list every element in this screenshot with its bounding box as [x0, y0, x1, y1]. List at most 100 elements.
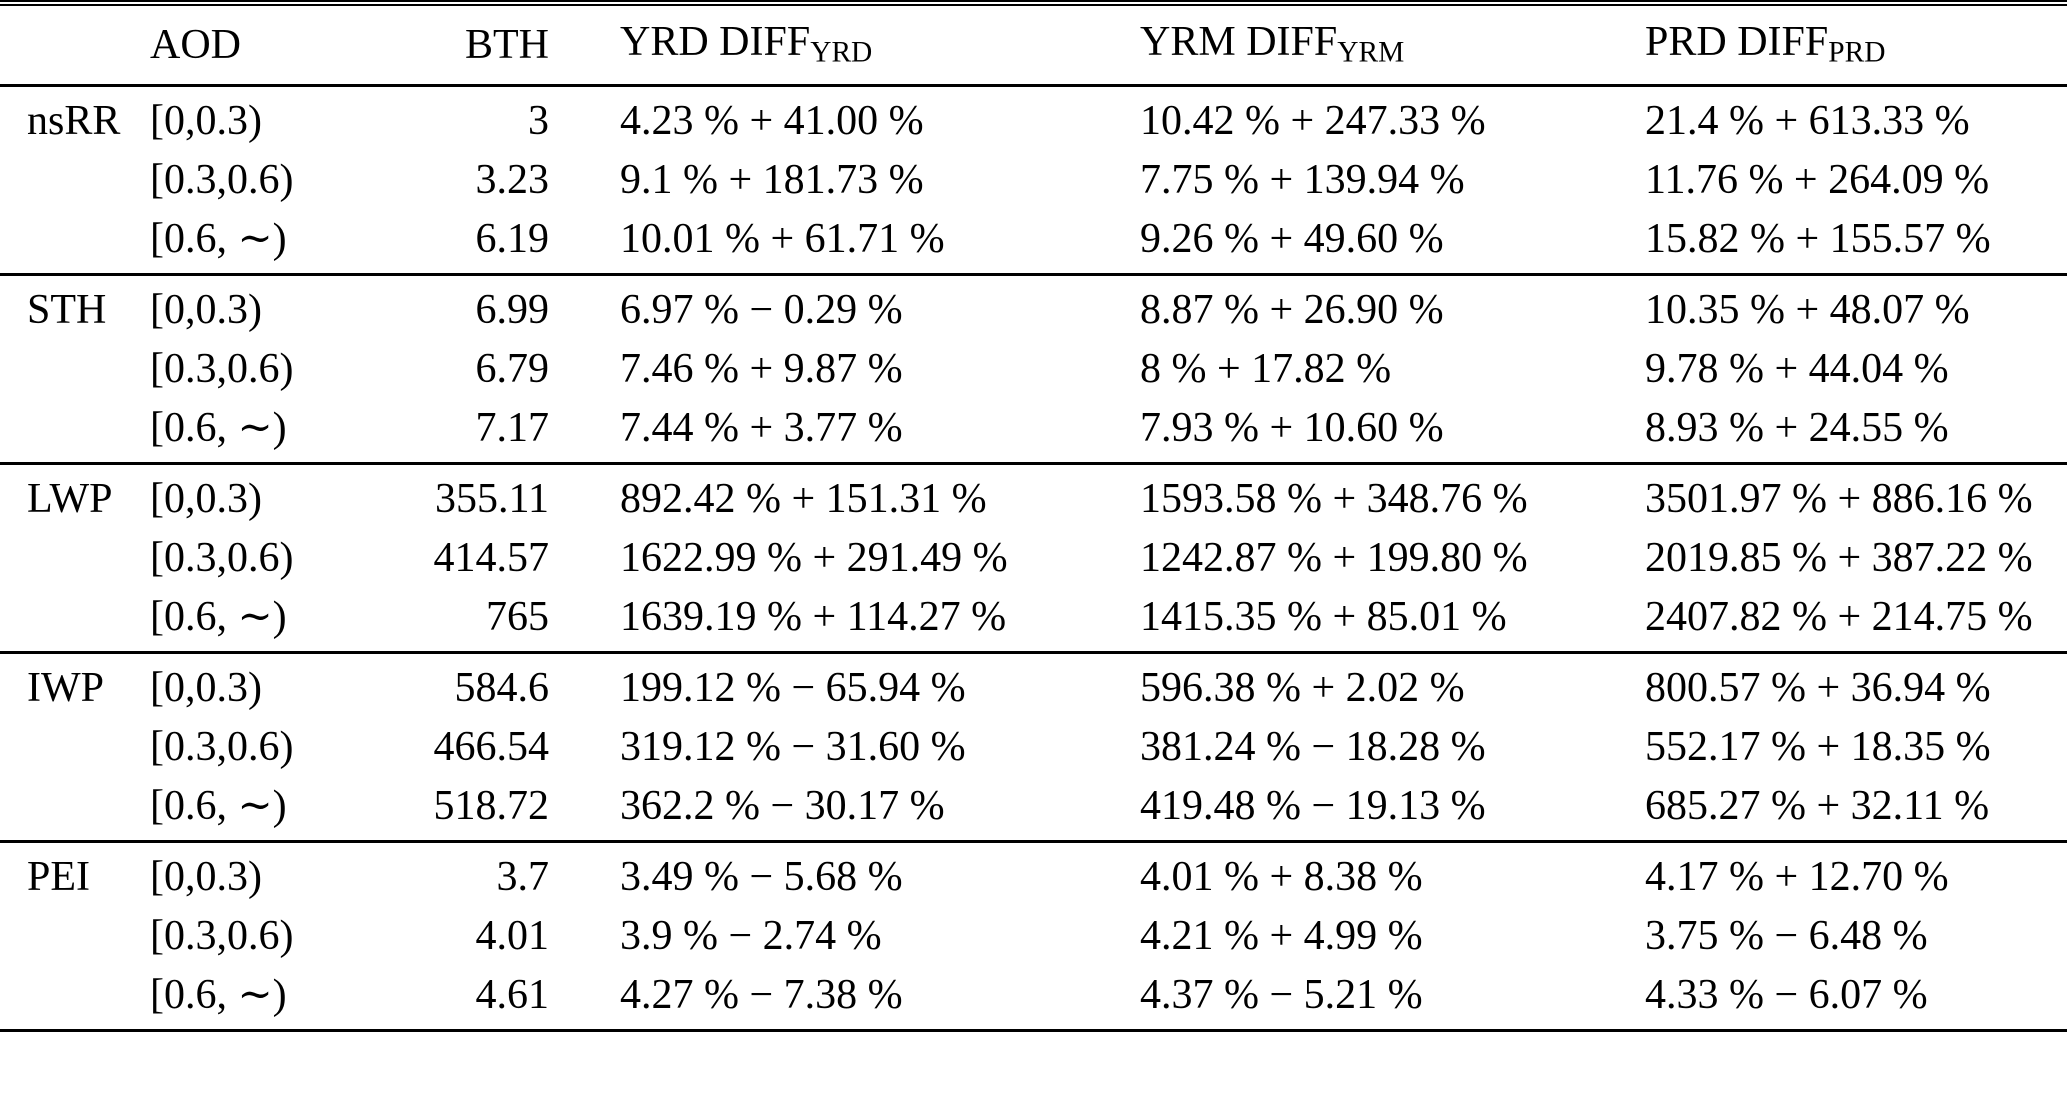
cell-prd: 3.75 % − 6.48 % [1645, 912, 1928, 959]
cell-prd: 21.4 % + 613.33 % [1645, 98, 1970, 145]
cell-bth: 3.7 [496, 854, 550, 901]
cell-group-label [0, 715, 150, 778]
table-row: [0.3,0.6) 6.79 7.46 % + 9.87 % 8 % + 17.… [0, 337, 2067, 400]
cell-aod: [0.3,0.6) [150, 912, 294, 959]
table-row: IWP [0,0.3) 584.6 199.12 % − 65.94 % 596… [0, 652, 2067, 715]
cell-yrm: 8.87 % + 26.90 % [1140, 287, 1444, 334]
results-table: AOD BTH YRD DIFFYRD YRM DIFFYRM PRD DIFF… [0, 6, 2067, 1032]
cell-group-label [0, 148, 150, 211]
cell-aod: [0.6, ∼) [150, 971, 287, 1018]
col-header-prd-subscript: PRD [1828, 36, 1886, 69]
table-header: AOD BTH YRD DIFFYRD YRM DIFFYRM PRD DIFF… [0, 6, 2067, 85]
col-header-yrd: YRD DIFFYRD [555, 6, 1135, 85]
cell-yrd: 3.9 % − 2.74 % [620, 912, 882, 959]
table-row: [0.6, ∼) 6.19 10.01 % + 61.71 % 9.26 % +… [0, 211, 2067, 274]
cell-yrm: 8 % + 17.82 % [1140, 345, 1392, 392]
cell-bth: 6.99 [475, 287, 550, 334]
cell-aod: [0.6, ∼) [150, 215, 287, 262]
cell-yrd: 10.01 % + 61.71 % [620, 215, 945, 262]
cell-prd: 552.17 % + 18.35 % [1645, 723, 1991, 770]
cell-group-label [0, 967, 150, 1030]
cell-aod: [0.6, ∼) [150, 404, 287, 451]
top-rule [0, 0, 2067, 6]
table-row: nsRR [0,0.3) 3 4.23 % + 41.00 % 10.42 % … [0, 85, 2067, 148]
cell-bth: 4.61 [475, 971, 550, 1018]
col-header-bth: BTH [465, 21, 549, 68]
cell-aod: [0,0.3) [150, 98, 262, 145]
col-header-yrm-main: YRM DIFF [1140, 19, 1338, 66]
group-nsrr: nsRR [0,0.3) 3 4.23 % + 41.00 % 10.42 % … [0, 85, 2067, 274]
cell-yrm: 7.75 % + 139.94 % [1140, 156, 1465, 203]
cell-prd: 2407.82 % + 214.75 % [1645, 593, 2033, 640]
cell-yrd: 1639.19 % + 114.27 % [620, 593, 1007, 640]
cell-yrm: 419.48 % − 19.13 % [1140, 782, 1486, 829]
cell-yrd: 3.49 % − 5.68 % [620, 854, 903, 901]
group-pei: PEI [0,0.3) 3.7 3.49 % − 5.68 % 4.01 % +… [0, 841, 2067, 1030]
cell-prd: 2019.85 % + 387.22 % [1645, 534, 2033, 581]
cell-prd: 11.76 % + 264.09 % [1645, 156, 1990, 203]
col-header-yrd-subscript: YRD [810, 36, 873, 69]
cell-group-label [0, 778, 150, 841]
header-row: AOD BTH YRD DIFFYRD YRM DIFFYRM PRD DIFF… [0, 6, 2067, 85]
cell-prd: 3501.97 % + 886.16 % [1645, 476, 2033, 523]
cell-bth: 4.01 [475, 912, 550, 959]
cell-yrm: 4.21 % + 4.99 % [1140, 912, 1423, 959]
col-header-aod: AOD [150, 21, 241, 68]
cell-aod: [0.3,0.6) [150, 345, 294, 392]
cell-bth: 7.17 [475, 404, 550, 451]
table-row: [0.6, ∼) 518.72 362.2 % − 30.17 % 419.48… [0, 778, 2067, 841]
cell-prd: 10.35 % + 48.07 % [1645, 287, 1970, 334]
cell-yrm: 4.37 % − 5.21 % [1140, 971, 1423, 1018]
cell-bth: 466.54 [433, 723, 550, 770]
table-row: [0.3,0.6) 466.54 319.12 % − 31.60 % 381.… [0, 715, 2067, 778]
cell-prd: 4.17 % + 12.70 % [1645, 854, 1949, 901]
cell-yrd: 9.1 % + 181.73 % [620, 156, 924, 203]
cell-group-label: IWP [27, 665, 104, 712]
cell-bth: 3.23 [475, 156, 550, 203]
cell-yrd: 4.27 % − 7.38 % [620, 971, 903, 1018]
cell-yrd: 6.97 % − 0.29 % [620, 287, 903, 334]
cell-prd: 4.33 % − 6.07 % [1645, 971, 1928, 1018]
table-row: STH [0,0.3) 6.99 6.97 % − 0.29 % 8.87 % … [0, 274, 2067, 337]
cell-aod: [0.3,0.6) [150, 156, 294, 203]
col-header-prd: PRD DIFFPRD [1640, 6, 2067, 85]
cell-yrd: 199.12 % − 65.94 % [620, 665, 966, 712]
col-header-yrd-main: YRD DIFF [620, 19, 811, 66]
cell-yrm: 381.24 % − 18.28 % [1140, 723, 1486, 770]
table-row: [0.3,0.6) 3.23 9.1 % + 181.73 % 7.75 % +… [0, 148, 2067, 211]
group-iwp: IWP [0,0.3) 584.6 199.12 % − 65.94 % 596… [0, 652, 2067, 841]
cell-group-label [0, 337, 150, 400]
cell-group-label [0, 211, 150, 274]
cell-yrd: 362.2 % − 30.17 % [620, 782, 945, 829]
cell-yrd: 892.42 % + 151.31 % [620, 476, 987, 523]
group-lwp: LWP [0,0.3) 355.11 892.42 % + 151.31 % 1… [0, 463, 2067, 652]
cell-group-label [0, 589, 150, 652]
table-row: [0.3,0.6) 4.01 3.9 % − 2.74 % 4.21 % + 4… [0, 904, 2067, 967]
table-row: [0.6, ∼) 4.61 4.27 % − 7.38 % 4.37 % − 5… [0, 967, 2067, 1030]
cell-prd: 15.82 % + 155.57 % [1645, 215, 1991, 262]
table-row: [0.6, ∼) 7.17 7.44 % + 3.77 % 7.93 % + 1… [0, 400, 2067, 463]
cell-group-label [0, 526, 150, 589]
col-header-corner [0, 6, 150, 85]
cell-bth: 3 [528, 98, 549, 145]
cell-prd: 685.27 % + 32.11 % [1645, 782, 1990, 829]
cell-yrm: 1242.87 % + 199.80 % [1140, 534, 1528, 581]
cell-yrm: 4.01 % + 8.38 % [1140, 854, 1423, 901]
cell-yrd: 7.46 % + 9.87 % [620, 345, 903, 392]
cell-bth: 6.79 [475, 345, 550, 392]
cell-bth: 355.11 [435, 476, 549, 523]
cell-prd: 9.78 % + 44.04 % [1645, 345, 1949, 392]
cell-yrm: 7.93 % + 10.60 % [1140, 404, 1444, 451]
cell-aod: [0,0.3) [150, 854, 262, 901]
cell-group-label: PEI [27, 854, 90, 901]
cell-bth: 584.6 [454, 665, 550, 712]
cell-bth: 518.72 [433, 782, 550, 829]
cell-aod: [0.6, ∼) [150, 593, 287, 640]
col-header-yrm-subscript: YRM [1337, 36, 1405, 69]
cell-aod: [0.6, ∼) [150, 782, 287, 829]
col-header-prd-main: PRD DIFF [1645, 19, 1829, 66]
cell-yrm: 1415.35 % + 85.01 % [1140, 593, 1507, 640]
cell-aod: [0,0.3) [150, 287, 262, 334]
cell-yrd: 7.44 % + 3.77 % [620, 404, 903, 451]
cell-yrd: 1622.99 % + 291.49 % [620, 534, 1008, 581]
